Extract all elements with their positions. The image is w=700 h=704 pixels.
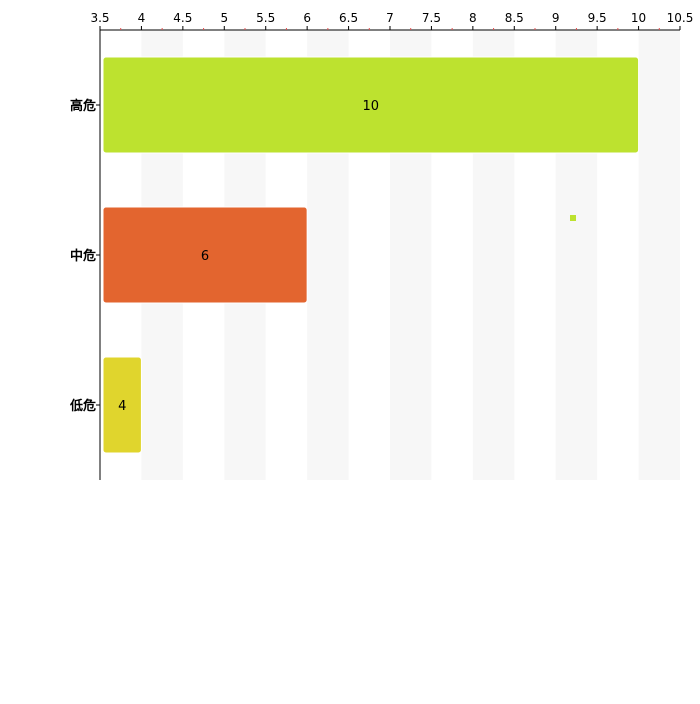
bar-2[interactable] (102, 206, 308, 304)
y-category-label: 高危 (70, 98, 96, 114)
data-label: 10 (363, 99, 380, 114)
x-tick-label: 9.5 (588, 11, 607, 25)
data-label: 6 (201, 249, 209, 264)
y-category-label: 低危 (69, 398, 96, 414)
data-label: 4 (118, 399, 126, 414)
x-tick-label: 5 (220, 11, 228, 25)
grid-band (638, 30, 680, 480)
x-tick-label: 10.5 (667, 11, 694, 25)
x-tick-label: 4.5 (173, 11, 192, 25)
x-tick-label: 10 (631, 11, 646, 25)
x-tick-label: 9 (552, 11, 560, 25)
x-tick-label: 5.5 (256, 11, 275, 25)
y-category-label: 中危 (70, 248, 96, 264)
x-tick-label: 7.5 (422, 11, 441, 25)
bar-3[interactable] (102, 356, 142, 454)
x-tick-label: 8.5 (505, 11, 524, 25)
legend-marker (570, 215, 576, 221)
x-tick-label: 6.5 (339, 11, 358, 25)
x-tick-label: 8 (469, 11, 477, 25)
x-tick-label: 3.5 (90, 11, 109, 25)
x-tick-label: 7 (386, 11, 394, 25)
bar-1[interactable] (102, 56, 640, 154)
x-tick-label: 6 (303, 11, 311, 25)
x-tick-label: 4 (138, 11, 146, 25)
